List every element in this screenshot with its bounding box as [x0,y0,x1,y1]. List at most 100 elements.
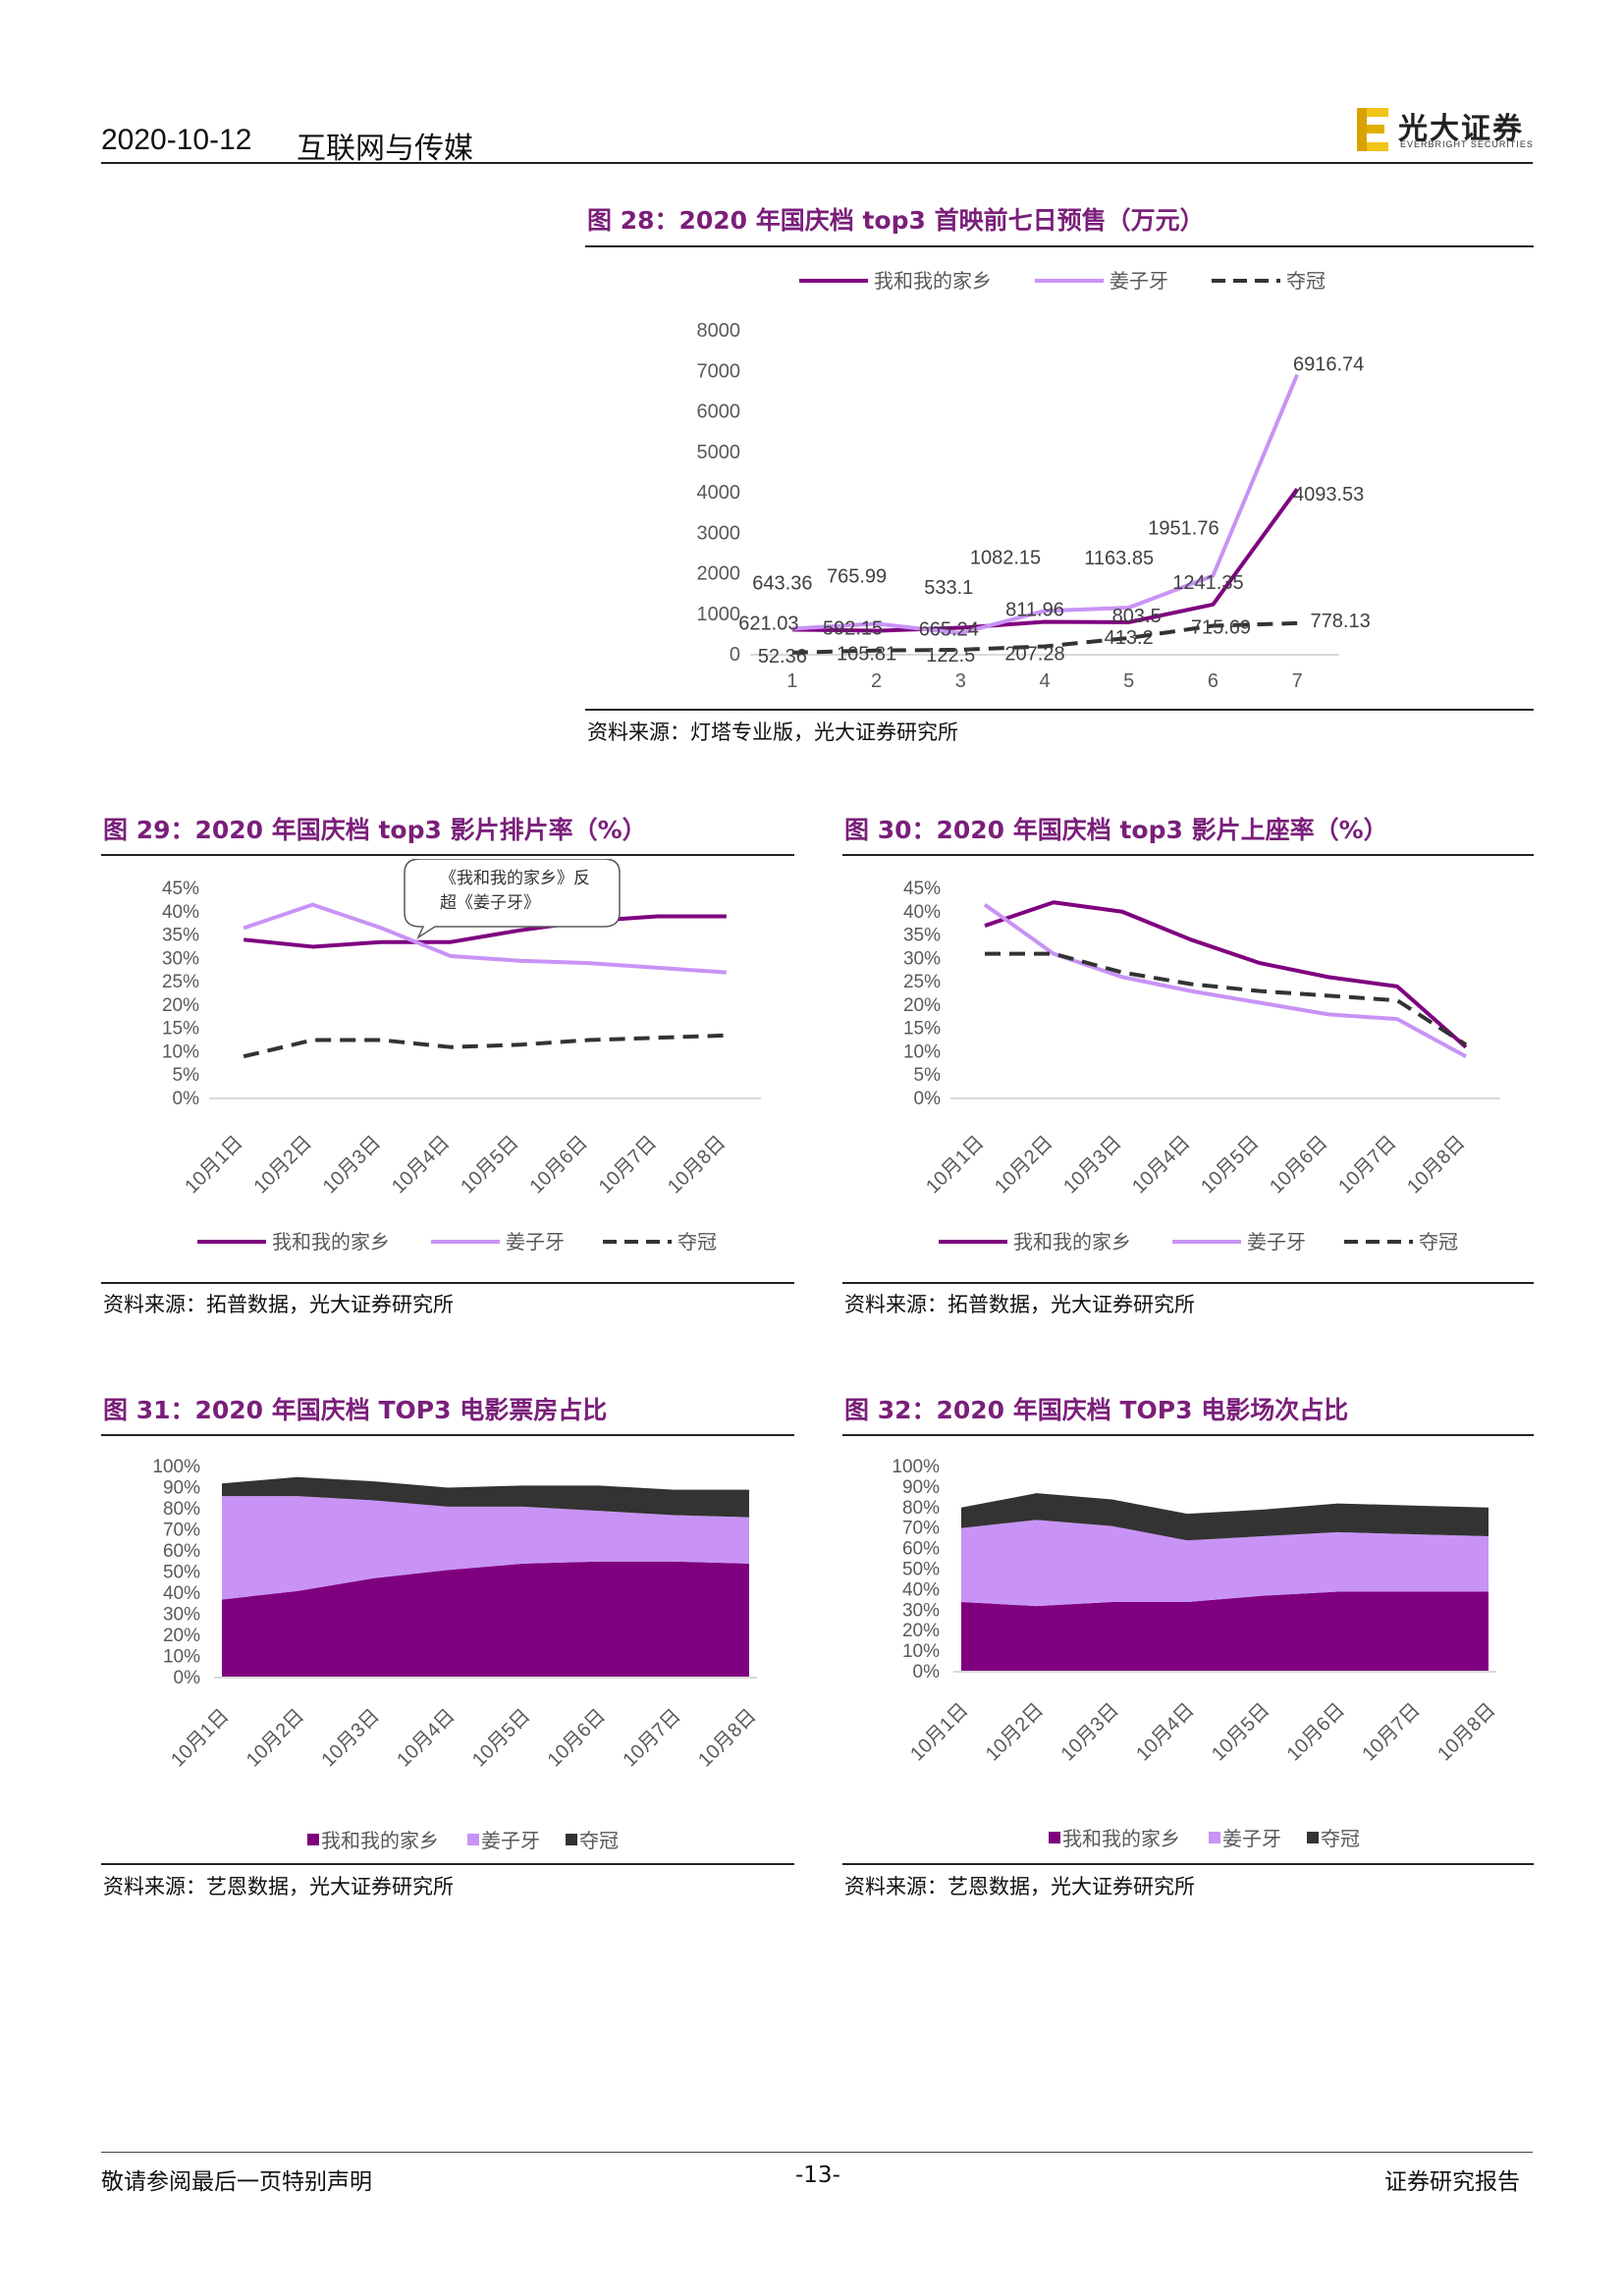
session-x-tick: 10月6日 [1283,1699,1349,1765]
figure-32-title: 图 32：2020 年国庆档 TOP3 电影场次占比 [844,1396,1349,1424]
session-legend-swatch [1049,1832,1060,1843]
footer-rule [101,2152,1533,2153]
session-legend-label: 姜子牙 [1222,1828,1281,1850]
presale-x-tick: 5 [1123,670,1134,692]
presale-x-tick: 4 [1039,670,1050,692]
presale-y-tick: 5000 [697,442,741,463]
screening-x-tick: 10月4日 [388,1132,454,1198]
report-sector: 互联网与传媒 [297,132,473,166]
boxoffice-legend-label: 我和我的家乡 [321,1830,439,1852]
session-y-tick: 90% [902,1477,940,1498]
screening-y-tick: 25% [162,972,199,992]
figure-30-source: 资料来源：拓普数据，光大证券研究所 [844,1293,1195,1316]
figure-29-source: 资料来源：拓普数据，光大证券研究所 [103,1293,454,1316]
boxoffice-y-tick: 90% [163,1478,200,1499]
presale-legend-label: 夺冠 [1286,270,1326,293]
boxoffice-y-tick: 60% [163,1541,200,1562]
boxoffice-area [222,1476,749,1518]
presale-y-tick: 2000 [697,563,741,585]
presale-series-line [791,620,1298,655]
attendance-x-tick: 10月4日 [1128,1132,1194,1198]
figure-29-source-rule [101,1282,794,1284]
presale-y-tick: 4000 [697,482,741,504]
presale-x-tick: 3 [955,670,966,692]
boxoffice-area [222,1561,749,1678]
screening-y-tick: 35% [162,926,199,946]
attendance-y-tick: 30% [903,948,941,969]
presale-x-tick: 7 [1292,670,1303,692]
session-y-tick: 40% [902,1579,940,1600]
attendance-y-tick: 20% [903,995,941,1016]
session-y-tick: 80% [902,1498,940,1519]
screening-series-line [243,902,728,975]
chart-screening-rate: 0%5%10%15%20%25%30%35%40%45%10月1日 10月2日 10… [162,859,761,1254]
figure-29-title: 图 29：2020 年国庆档 top3 影片排片率（%） [103,816,647,844]
attendance-x-tick: 10月6日 [1266,1132,1331,1198]
brand-name: 光大证券 [1398,112,1524,146]
attendance-legend-label: 姜子牙 [1247,1231,1306,1254]
brand-subtitle: EVERBRIGHT SECURITIES [1400,139,1534,149]
attendance-x-tick: 10月1日 [922,1132,988,1198]
screening-y-tick: 5% [173,1065,200,1086]
session-y-tick: 0% [913,1662,941,1682]
report-date: 2020-10-12 [101,124,252,156]
figure-30-source-rule [842,1282,1534,1284]
screening-y-tick: 0% [173,1089,200,1109]
screening-legend-label: 姜子牙 [506,1231,565,1254]
attendance-y-tick: 15% [903,1019,941,1040]
session-y-tick: 50% [902,1560,940,1580]
boxoffice-legend-label: 夺冠 [579,1830,619,1852]
header-rule [101,162,1533,164]
attendance-y-tick: 35% [903,926,941,946]
boxoffice-y-tick: 40% [163,1583,200,1604]
session-area [961,1591,1489,1672]
screening-legend-label: 夺冠 [677,1231,717,1254]
boxoffice-legend-swatch [566,1834,577,1845]
session-x-tick: 10月4日 [1132,1699,1198,1765]
session-x-tick: 10月5日 [1208,1699,1273,1765]
screening-y-tick: 20% [162,995,199,1016]
screening-y-tick: 40% [162,902,199,923]
attendance-series-line [984,900,1468,1049]
presale-series-line [791,487,1299,633]
boxoffice-y-tick: 70% [163,1521,200,1541]
presale-data-label: 4093.53 [1293,484,1364,506]
presale-data-label: 1082.15 [970,547,1041,568]
presale-data-label: 533.1 [924,577,973,599]
boxoffice-y-tick: 20% [163,1626,200,1646]
boxoffice-legend-label: 姜子牙 [481,1830,540,1852]
figure-28-title: 图 28：2020 年国庆档 top3 首映前七日预售（万元） [587,206,1205,235]
presale-x-tick: 1 [786,670,797,692]
presale-data-label: 52.36 [758,646,807,667]
presale-data-label: 1163.85 [1084,548,1154,569]
screening-callout-line1: 《我和我的家乡》反 [440,869,590,887]
boxoffice-x-tick: 10月8日 [694,1705,760,1771]
boxoffice-y-tick: 80% [163,1499,200,1520]
attendance-legend-label: 我和我的家乡 [1013,1231,1131,1254]
session-y-tick: 10% [902,1641,940,1662]
figure-30-title: 图 30：2020 年国庆档 top3 影片上座率（%） [844,816,1388,844]
attendance-y-tick: 25% [903,972,941,992]
screening-series-line [243,914,727,949]
session-y-tick: 30% [902,1600,940,1621]
boxoffice-x-tick: 10月2日 [243,1705,308,1771]
boxoffice-legend-swatch [307,1834,319,1845]
screening-x-tick: 10月8日 [664,1132,730,1198]
chart-presale: 0 1000 2000 3000 4000 5000 6000 7000 8000 1 2 3 4 5 6 7… [697,270,1371,692]
presale-data-label: 6916.74 [1293,354,1364,376]
presale-data-label: 122.5 [926,645,975,667]
attendance-y-tick: 40% [903,902,941,923]
presale-data-label: 643.36 [752,572,812,594]
session-area [961,1520,1489,1607]
screening-x-tick: 10月2日 [249,1132,315,1198]
attendance-x-tick: 10月2日 [991,1132,1056,1198]
session-legend-swatch [1209,1832,1220,1843]
presale-data-label: 665.24 [919,619,979,641]
presale-data-label: 207.28 [1004,643,1064,665]
attendance-series-line [983,903,1467,1058]
presale-data-label: 1951.76 [1148,517,1218,539]
footer-doc-type: 证券研究报告 [1384,2169,1520,2195]
presale-data-label: 765.99 [827,565,887,587]
presale-legend-label: 姜子牙 [1110,270,1168,293]
presale-series-line [791,373,1299,636]
